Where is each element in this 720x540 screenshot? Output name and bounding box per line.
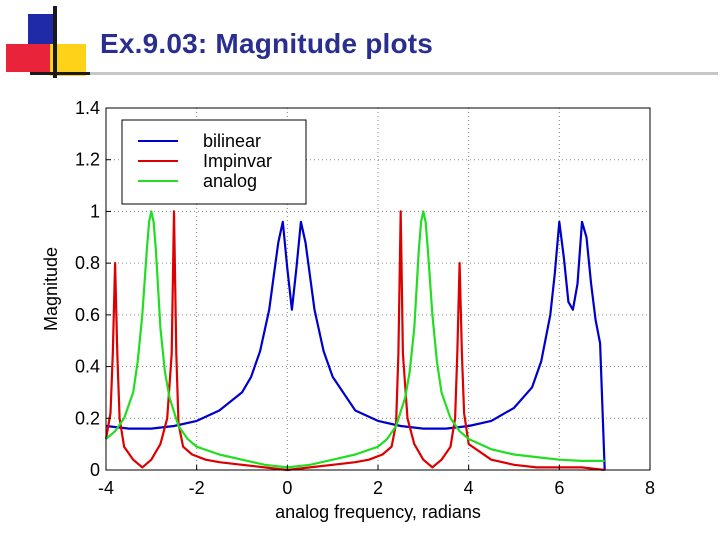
series-line-bilinear (105, 220, 606, 471)
legend-label-impinvar: Impinvar (203, 151, 272, 171)
y-tick-label: 0.8 (75, 253, 100, 273)
x-tick-label: 8 (645, 478, 655, 498)
series-line-impinvar (104, 210, 605, 472)
y-axis-ticks: 0 0.2 0.4 0.6 0.8 1 1.2 1.4 (75, 98, 111, 480)
title-accent-blue-block (28, 14, 56, 44)
y-tick-label: 1.4 (75, 98, 100, 118)
y-tick-label: 1.2 (75, 150, 100, 170)
x-tick-label: -2 (189, 478, 205, 498)
x-axis-label: analog frequency, radians (275, 502, 481, 522)
x-tick-label: 6 (554, 478, 564, 498)
series-line-analog (105, 210, 605, 469)
series-lines (104, 210, 606, 472)
y-tick-label: 1 (90, 201, 100, 221)
y-tick-label: 0.6 (75, 305, 100, 325)
x-tick-label: 0 (282, 478, 292, 498)
legend-label-bilinear: bilinear (203, 131, 261, 151)
x-tick-label: 2 (373, 478, 383, 498)
y-tick-label: 0.2 (75, 408, 100, 428)
title-accent-vertical-rule (53, 6, 57, 78)
legend-label-analog: analog (203, 171, 257, 191)
legend: bilinear Impinvar analog (121, 119, 307, 205)
y-tick-label: 0 (90, 460, 100, 480)
title-underline-shadow (90, 72, 718, 75)
title-accent-red-block (6, 44, 52, 72)
x-axis-ticks: -4 -2 0 2 4 6 8 (98, 465, 655, 498)
x-tick-label: -4 (98, 478, 114, 498)
y-axis-label: Magnitude (41, 247, 61, 331)
x-tick-label: 4 (464, 478, 474, 498)
y-tick-label: 0.4 (75, 357, 100, 377)
slide-title: Ex.9.03: Magnitude plots (100, 28, 434, 59)
